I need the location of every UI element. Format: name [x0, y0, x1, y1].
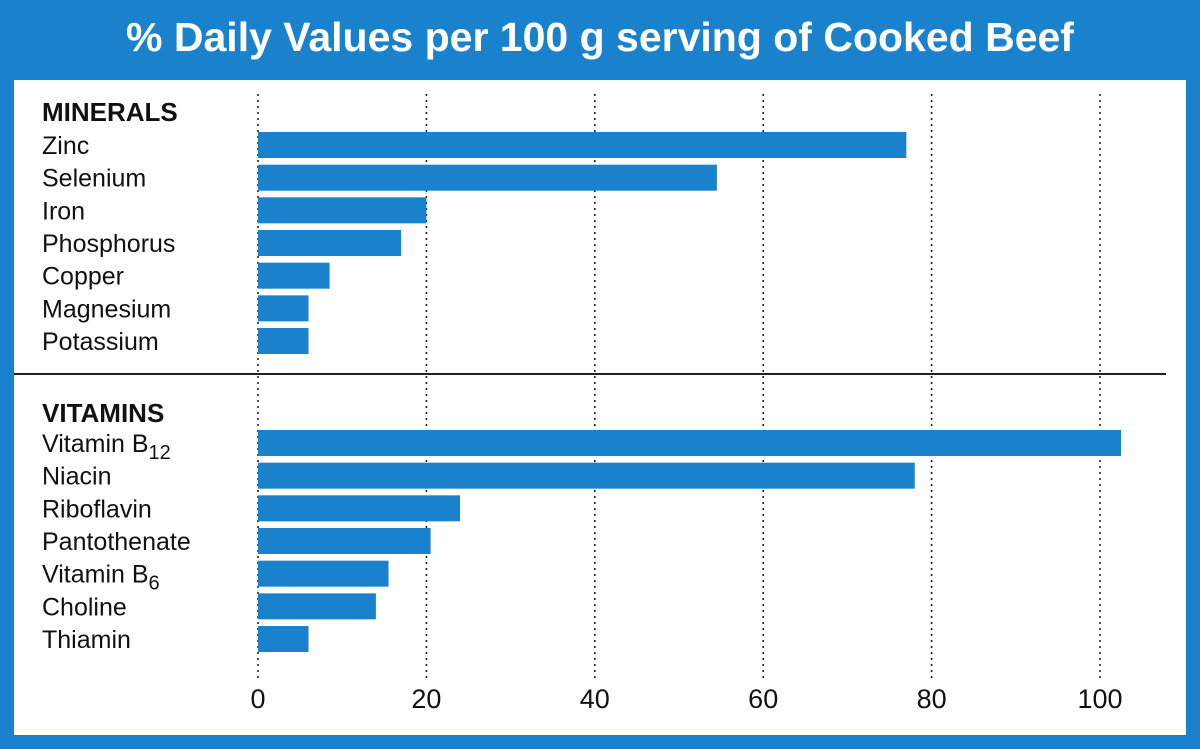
- x-tick-label: 100: [1077, 684, 1122, 714]
- bar: [258, 197, 427, 224]
- x-tick-label: 80: [917, 684, 947, 714]
- category-label: Potassium: [42, 328, 159, 356]
- bar: [258, 560, 389, 587]
- bar: [258, 295, 309, 322]
- group-heading: MINERALS: [42, 97, 178, 127]
- bar: [258, 230, 402, 257]
- x-tick-label: 60: [748, 684, 778, 714]
- category-label: Riboflavin: [42, 495, 152, 523]
- group-heading: VITAMINS: [42, 398, 164, 428]
- bar: [258, 430, 1122, 456]
- bar-chart: MINERALS Zinc Selenium Iron Phosphorus Copper…: [14, 94, 1166, 714]
- bar: [258, 528, 431, 555]
- x-tick-label: 40: [580, 684, 610, 714]
- category-label-subscript: 6: [149, 573, 160, 595]
- category-label: Selenium: [42, 165, 146, 193]
- category-label: Thiamin: [42, 626, 131, 654]
- bar: [258, 462, 915, 489]
- category-label: Magnesium: [42, 295, 171, 323]
- bar: [258, 262, 330, 289]
- category-label: Zinc: [42, 132, 89, 160]
- bar: [258, 495, 461, 522]
- bar: [258, 593, 376, 620]
- bar: [258, 132, 907, 158]
- category-label: Copper: [42, 263, 124, 291]
- category-label: Iron: [42, 197, 85, 225]
- category-label-subscript: 12: [149, 442, 171, 464]
- bar: [258, 164, 717, 191]
- x-tick-label: 20: [411, 684, 441, 714]
- category-label: Niacin: [42, 463, 111, 491]
- chart-title: % Daily Values per 100 g serving of Cook…: [126, 14, 1074, 60]
- bar: [258, 328, 309, 355]
- category-label: Phosphorus: [42, 230, 175, 258]
- category-label: Choline: [42, 593, 127, 621]
- x-tick-label: 0: [250, 684, 265, 714]
- chart-panel: MINERALS Zinc Selenium Iron Phosphorus Copper…: [14, 80, 1186, 735]
- category-label: Vitamin B12: [42, 430, 171, 464]
- category-label: Pantothenate: [42, 528, 191, 556]
- category-label: Vitamin B6: [42, 561, 160, 595]
- bar: [258, 626, 309, 653]
